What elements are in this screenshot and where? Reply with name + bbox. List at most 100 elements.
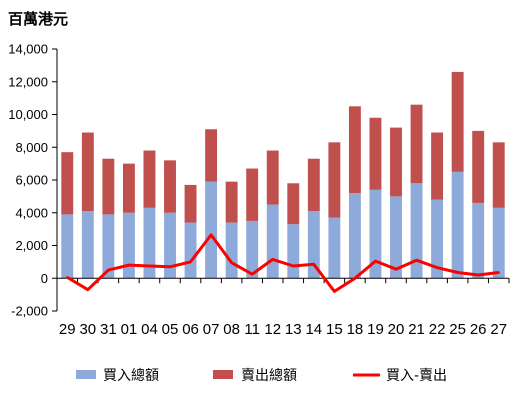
bar-sell-total — [225, 181, 238, 223]
bar-sell-total — [266, 150, 279, 205]
bar-buy-total — [328, 217, 341, 279]
bar-sell-total — [81, 132, 94, 212]
x-axis-ticks: 29 30 31 01 04 05 06 07 08 11 12 13 14 15 18 19 20 21 22 25… — [59, 321, 507, 338]
unit-title: 百萬港元 — [8, 10, 68, 28]
bar-buy-total — [246, 220, 259, 279]
y-tick-label: 10,000 — [8, 107, 48, 122]
x-tick-label: 22 — [429, 321, 446, 338]
net-point — [189, 260, 192, 264]
y-tick-label: 0 — [41, 271, 48, 286]
bar-buy-total — [122, 212, 135, 279]
bar-buy-total — [184, 222, 197, 279]
bar-sell-total — [328, 142, 341, 218]
bar-sell-total — [390, 127, 402, 197]
legend-swatch-sell — [213, 370, 233, 379]
bar-buy-total — [164, 212, 176, 279]
net-point — [107, 268, 110, 272]
bar-buy-total — [348, 193, 361, 279]
bar-sell-total — [410, 104, 423, 184]
y-tick-label: 6,000 — [15, 173, 48, 188]
net-point — [168, 265, 172, 268]
y-tick-label: 8,000 — [15, 140, 48, 155]
net-point — [271, 258, 274, 261]
legend-label-buy: 買入總額 — [103, 367, 159, 384]
net-point — [230, 261, 233, 264]
bar-sell-total — [143, 150, 156, 208]
x-tick-label: 25 — [449, 321, 466, 338]
bar-sell-total — [369, 117, 382, 190]
net-point — [250, 272, 254, 276]
y-tick-label: -2,000 — [11, 304, 48, 319]
bar-buy-total — [472, 202, 485, 279]
net-point — [353, 277, 357, 280]
bar-buy-total — [390, 196, 402, 279]
bar-buy-total — [61, 214, 74, 279]
bar-sell-total — [102, 158, 115, 215]
bar-buy-total — [81, 211, 94, 279]
bar-buy-total — [307, 211, 320, 279]
net-point — [312, 263, 316, 266]
x-tick-label: 13 — [285, 321, 302, 338]
bar-sell-total — [287, 183, 300, 225]
bar-sell-total — [122, 163, 135, 213]
net-point — [127, 263, 131, 267]
bar-buy-total — [143, 207, 156, 279]
x-tick-label: 04 — [141, 321, 158, 338]
x-tick-label: 19 — [367, 321, 384, 338]
net-line-layer — [66, 233, 500, 293]
x-tick-label: 14 — [305, 321, 322, 338]
x-tick-label: 01 — [121, 321, 138, 338]
x-tick-label: 21 — [408, 321, 425, 338]
bar-sell-total — [472, 130, 485, 203]
x-tick-label: 11 — [244, 321, 260, 338]
bar-sell-total — [307, 158, 320, 212]
legend-label-net: 買入-賣出 — [386, 368, 447, 384]
net-buy-sell-line — [66, 233, 499, 293]
net-point — [476, 273, 480, 277]
net-point — [415, 259, 418, 262]
net-point — [86, 288, 90, 291]
legend-label-sell: 賣出總額 — [241, 367, 297, 384]
bar-sell-total — [61, 152, 74, 215]
x-tick-label: 29 — [59, 321, 76, 338]
axes — [56, 49, 510, 311]
x-tick-label: 30 — [79, 321, 96, 338]
y-tick-label: 4,000 — [15, 205, 48, 220]
bar-buy-total — [225, 222, 238, 279]
net-point — [456, 271, 459, 274]
legend: 買入總額 賣出總額 買入-賣出 — [76, 367, 447, 384]
bar-buy-total — [205, 181, 218, 279]
bar-buy-total — [431, 199, 444, 279]
bar-buy-total — [492, 207, 505, 279]
bar-sell-total — [431, 132, 444, 200]
bar-sell-total — [492, 142, 505, 208]
net-point — [394, 268, 398, 271]
net-point — [148, 264, 151, 268]
bar-sell-total — [205, 129, 218, 182]
net-point — [374, 259, 377, 263]
x-tick-label: 27 — [490, 321, 507, 338]
bar-buy-total — [410, 183, 423, 279]
net-point — [209, 233, 213, 237]
net-point — [497, 271, 500, 274]
bar-sell-total — [164, 160, 176, 213]
y-axis-ticks: -2,000 0 2,000 4,000 6,000 8,000 10,000 12,000 1… — [8, 42, 57, 319]
x-tick-label: 20 — [388, 321, 405, 338]
bar-buy-total — [451, 171, 464, 279]
bar-buy-total — [369, 189, 382, 279]
bar-buy-total — [102, 214, 115, 279]
y-tick-label: 14,000 — [8, 42, 48, 57]
y-tick-label: 2,000 — [15, 238, 48, 253]
legend-swatch-buy — [76, 370, 96, 379]
bar-sell-total — [348, 106, 361, 194]
bar-sell-total — [246, 168, 259, 221]
bar-sell-total — [451, 71, 464, 172]
x-tick-label: 05 — [162, 321, 179, 338]
net-point — [66, 276, 69, 279]
net-point — [292, 264, 295, 268]
x-tick-label: 06 — [182, 321, 199, 338]
x-tick-label: 31 — [100, 321, 117, 338]
net-point — [333, 290, 336, 293]
x-tick-label: 12 — [264, 321, 281, 338]
